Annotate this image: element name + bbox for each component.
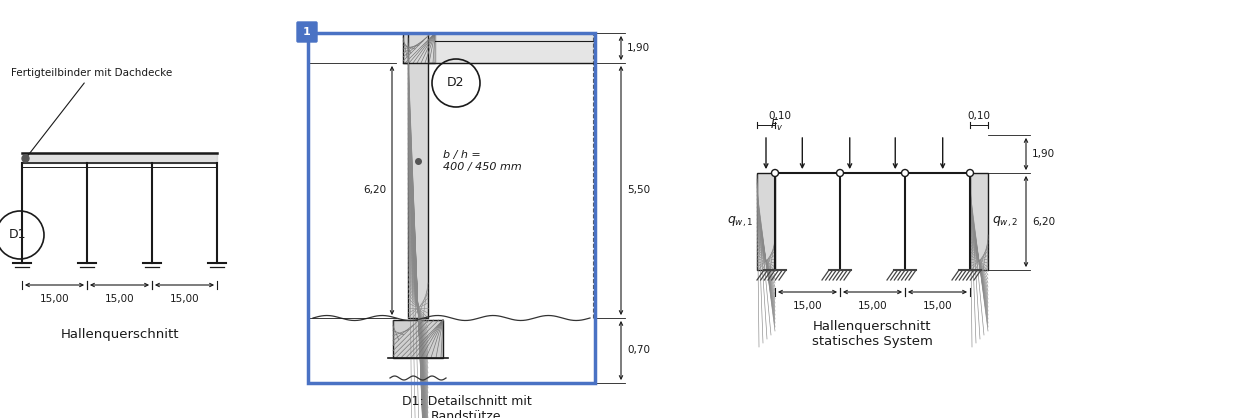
Bar: [758, 173, 775, 270]
Text: $q_{w,1}$: $q_{w,1}$: [726, 214, 753, 229]
Bar: [308, 33, 595, 383]
Bar: [970, 173, 988, 270]
Text: $F_v$: $F_v$: [770, 118, 784, 133]
Text: 15,00: 15,00: [792, 301, 822, 311]
Text: 1: 1: [303, 27, 311, 37]
Text: 15,00: 15,00: [105, 294, 135, 304]
Text: 15,00: 15,00: [40, 294, 70, 304]
Text: 0,10: 0,10: [967, 111, 991, 121]
Circle shape: [771, 170, 779, 176]
Text: 6,20: 6,20: [1032, 217, 1055, 227]
Text: D1: Detailschnitt mit
Randstütze: D1: Detailschnitt mit Randstütze: [402, 395, 532, 418]
Text: 15,00: 15,00: [857, 301, 887, 311]
FancyBboxPatch shape: [297, 22, 317, 42]
Text: Hallenquerschnitt
statisches System: Hallenquerschnitt statisches System: [812, 320, 934, 348]
Text: D1: D1: [9, 229, 26, 242]
Circle shape: [836, 170, 844, 176]
Text: D2: D2: [447, 76, 464, 89]
Bar: [408, 33, 428, 318]
Circle shape: [966, 170, 973, 176]
Text: 15,00: 15,00: [170, 294, 200, 304]
Text: b / h =
400 / 450 mm: b / h = 400 / 450 mm: [443, 150, 522, 172]
Text: Fertigteilbinder mit Dachdecke: Fertigteilbinder mit Dachdecke: [11, 68, 172, 156]
Circle shape: [901, 170, 909, 176]
Text: $q_{w,2}$: $q_{w,2}$: [992, 214, 1018, 229]
Text: 1,90: 1,90: [626, 43, 650, 53]
Text: 0,10: 0,10: [769, 111, 791, 121]
Text: 6,20: 6,20: [363, 186, 386, 196]
Text: Hallenquerschnitt: Hallenquerschnitt: [60, 328, 178, 341]
Text: 15,00: 15,00: [922, 301, 952, 311]
Text: 1,90: 1,90: [1032, 149, 1055, 159]
Bar: [403, 33, 436, 63]
Text: 5,50: 5,50: [626, 186, 650, 196]
Text: 0,70: 0,70: [626, 346, 650, 355]
Bar: [393, 320, 443, 358]
